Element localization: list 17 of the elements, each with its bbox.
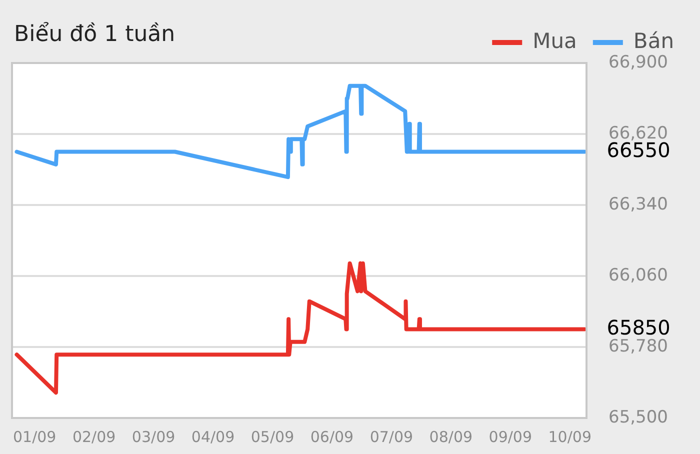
legend-label: Mua	[532, 28, 577, 53]
x-tick-label: 09/09	[488, 428, 532, 446]
x-tick-label: 08/09	[429, 428, 473, 446]
x-tick-label: 01/09	[12, 428, 56, 446]
y-tick-label: 66,340	[608, 194, 668, 214]
x-tick-label: 04/09	[191, 428, 235, 446]
x-tick-label: 02/09	[72, 428, 116, 446]
y-tick-label: 65,500	[608, 407, 668, 428]
x-tick-label: 06/09	[310, 428, 354, 446]
y-tick-label: 66,900	[608, 52, 668, 72]
x-tick-label: 03/09	[132, 428, 176, 446]
x-tick-label: 07/09	[370, 428, 414, 446]
y-tick-label: 66,060	[608, 265, 668, 286]
x-tick-label: 05/09	[250, 428, 294, 446]
legend-label: Bán	[633, 28, 674, 53]
x-tick-label: 10/09	[548, 428, 592, 446]
chart-title: Biểu đồ 1 tuần	[14, 22, 176, 47]
